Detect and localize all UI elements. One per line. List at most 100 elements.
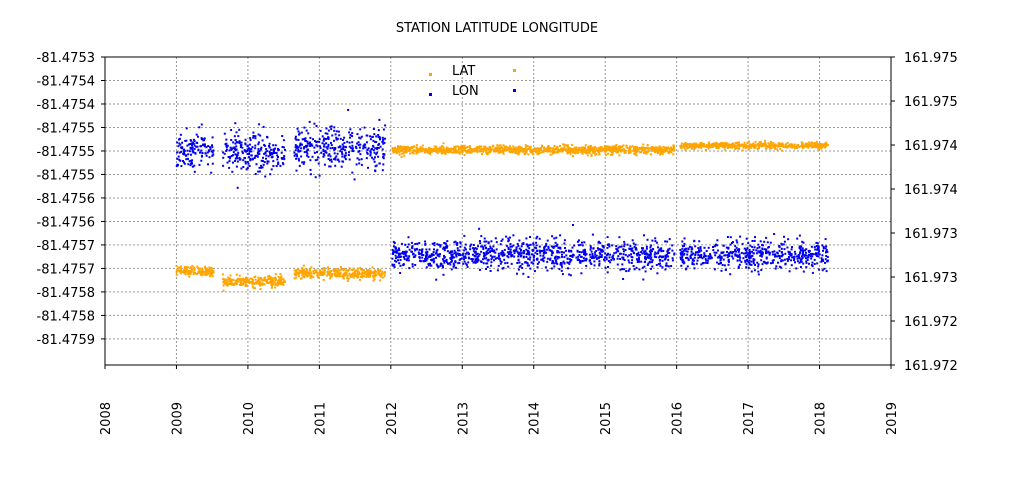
point-lat [814,146,817,149]
point-lon [666,250,669,253]
point-lon [424,240,427,243]
point-lat [716,145,719,148]
point-lon [323,137,326,140]
point-lat [175,265,178,268]
point-lat [197,271,200,274]
point-lat [750,144,753,147]
point-lat [329,277,332,280]
point-lat [709,146,712,149]
point-lat [356,269,359,272]
point-lon [609,253,612,256]
point-lon [450,258,453,261]
point-lon [191,159,194,162]
point-lon [799,258,802,261]
point-lon [351,148,354,151]
point-lat [177,266,180,269]
x-tick-label: 2012 [385,402,400,435]
point-lat [778,142,781,145]
point-lat [707,147,710,150]
point-lon [297,157,300,160]
point-lat [278,278,281,280]
point-lon [525,237,528,240]
point-lat [399,145,402,148]
point-lon [351,132,354,135]
point-lon [734,253,737,256]
point-lon [437,266,440,269]
point-lon [180,165,183,168]
point-lat [200,270,203,273]
point-lat [317,276,320,279]
point-lon [563,262,566,264]
point-lat [340,268,343,271]
point-lon [706,262,709,264]
point-lon [265,154,268,157]
point-lon [659,262,661,265]
point-lon [198,163,201,166]
point-lon [817,245,819,248]
point-lon [726,236,729,238]
point-lon [261,166,264,169]
point-lat [485,151,488,154]
point-lat [738,145,741,148]
point-lon [333,147,336,150]
point-lon [189,143,192,145]
point-lat [435,146,438,148]
point-lat [784,143,787,146]
point-lon [569,274,572,277]
point-lat [646,146,649,149]
point-lat [332,269,335,271]
point-lat [404,151,407,154]
point-lat [321,268,324,271]
point-lon [599,248,602,251]
point-lon [351,147,354,150]
point-lon [808,253,810,256]
point-lat [415,152,418,155]
point-lon [597,248,600,251]
point-lon [595,257,598,260]
point-lon [754,236,756,239]
point-lat [796,144,799,146]
point-lon [549,258,551,261]
point-lat [327,272,330,275]
point-lat [224,281,227,284]
point-lat [424,148,427,151]
point-lat [664,150,667,153]
point-lon [737,250,740,253]
point-lon [745,251,748,254]
point-lat [436,152,439,155]
point-lat [321,272,324,274]
point-lon [598,260,601,263]
point-lat [441,149,444,151]
point-lon [177,145,180,148]
point-lon [476,252,479,255]
point-lon [681,252,683,255]
point-lon [223,132,226,135]
point-lon [269,154,272,156]
point-lon [422,254,425,256]
point-lat [685,144,688,147]
point-lat [280,280,283,283]
point-lat [459,145,462,148]
point-lon [405,259,408,262]
point-lat [773,146,776,149]
point-lat [714,145,717,148]
point-lon [649,253,652,256]
point-lon [630,262,633,264]
point-lon [656,272,659,275]
point-lon [683,252,686,255]
point-lon [655,264,658,266]
point-lon [631,239,634,242]
point-lat [490,149,493,152]
point-lon [327,143,330,146]
point-lat [456,151,459,154]
grid-lines [104,56,892,365]
point-lon [481,245,484,248]
point-lon [176,141,179,144]
point-lat [228,277,231,280]
point-lon [821,254,824,257]
point-lat [543,146,545,149]
point-lat [541,144,543,147]
point-lat [281,278,284,281]
point-lon [814,248,817,251]
